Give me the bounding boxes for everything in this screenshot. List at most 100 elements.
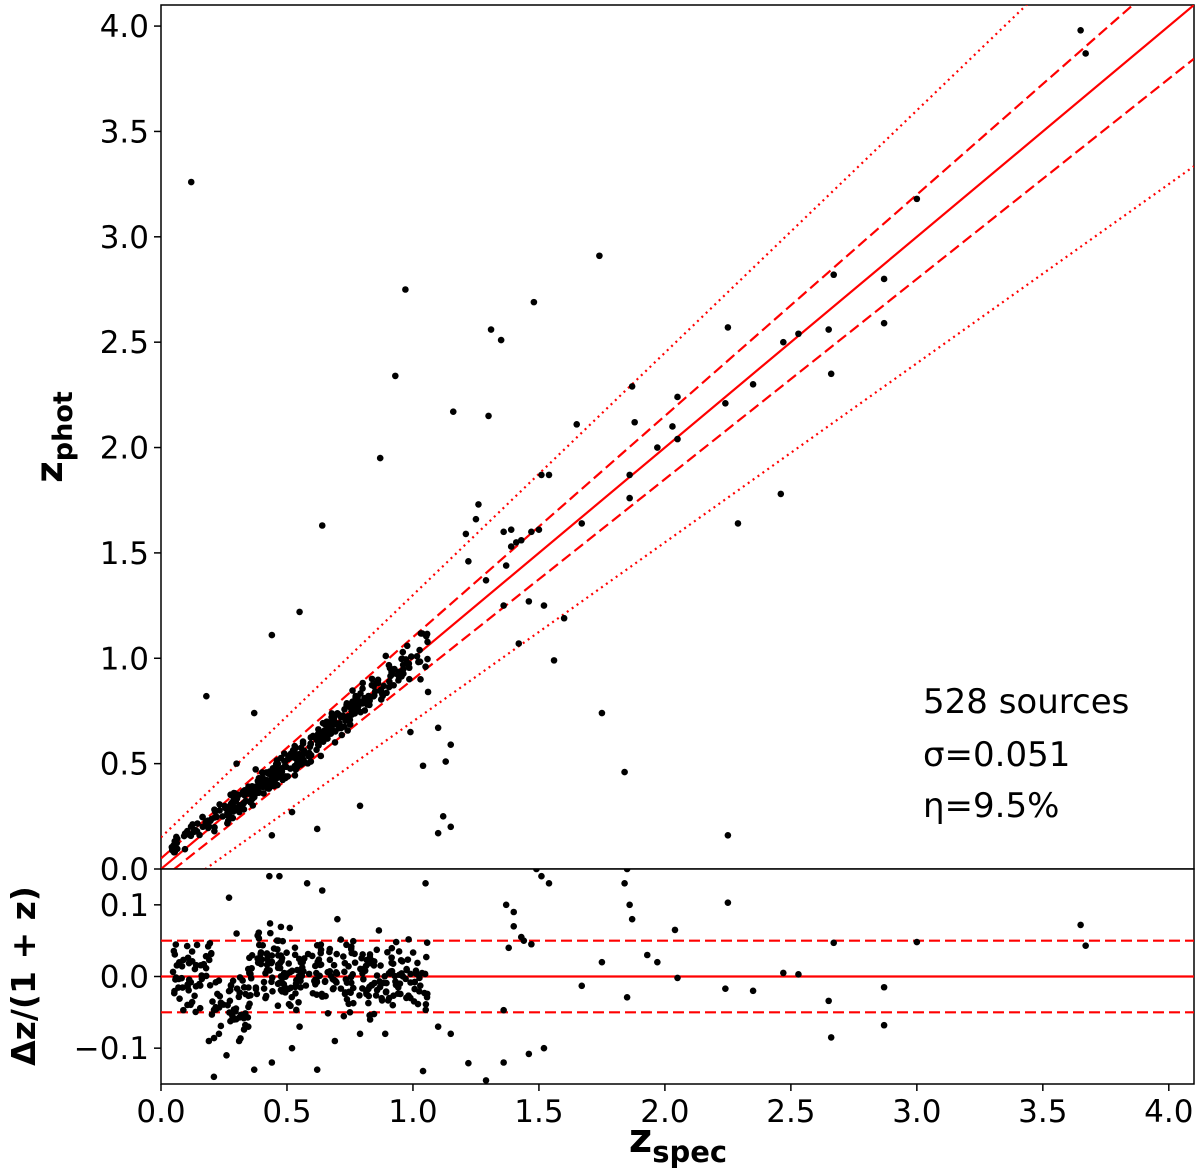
residual-point <box>1082 942 1089 949</box>
residual-point <box>288 967 296 975</box>
data-point <box>416 646 423 654</box>
data-point <box>173 833 180 841</box>
data-point <box>578 520 586 527</box>
data-point <box>366 701 373 709</box>
x-tick-label: 1.0 <box>388 1094 437 1130</box>
data-point <box>203 692 210 700</box>
data-point <box>323 718 331 725</box>
data-point <box>247 789 255 797</box>
data-point <box>315 742 322 749</box>
residual-point <box>169 968 177 976</box>
residual-point <box>225 894 233 901</box>
residual-point <box>223 1052 230 1059</box>
residual-point <box>247 991 254 999</box>
residual-point <box>415 987 423 995</box>
x-axis-label: zspec <box>629 1116 727 1169</box>
residual-point <box>248 952 256 959</box>
residual-point <box>298 964 306 971</box>
residual-point <box>295 998 302 1006</box>
data-point <box>269 768 277 775</box>
residual-point <box>623 869 631 873</box>
residual-point <box>240 984 248 991</box>
residual-point <box>263 950 271 957</box>
residual-point <box>209 998 216 1005</box>
main-line-dashed-upper <box>161 5 1135 860</box>
residual-point <box>274 1002 282 1010</box>
data-point <box>880 275 888 283</box>
data-point <box>406 675 413 683</box>
data-point <box>465 558 472 565</box>
residual-point <box>173 962 181 969</box>
residual-y-tick-label: 0.0 <box>100 960 149 996</box>
residual-point <box>179 984 186 991</box>
data-point <box>241 791 248 799</box>
residual-point <box>365 999 372 1007</box>
residual-point <box>215 1030 223 1038</box>
data-point <box>368 675 376 683</box>
residual-point <box>422 880 429 887</box>
residual-point <box>388 944 396 952</box>
data-point <box>324 735 331 742</box>
data-point <box>252 766 259 773</box>
residual-point <box>387 968 395 975</box>
data-point <box>749 381 757 388</box>
data-point <box>447 741 455 748</box>
data-point <box>211 824 218 831</box>
data-point <box>654 444 661 451</box>
residual-data-points <box>169 869 1089 1084</box>
residual-point <box>351 950 358 958</box>
residual-point <box>405 992 412 1000</box>
main-line-dotted-lower <box>203 165 1194 869</box>
residual-point <box>674 974 681 982</box>
data-point <box>447 823 455 831</box>
residual-point <box>185 959 193 967</box>
residual-point <box>277 923 285 931</box>
residual-point <box>286 924 294 932</box>
residual-point <box>332 977 339 985</box>
residual-point <box>326 956 334 964</box>
residual-point <box>482 1077 490 1084</box>
residual-point <box>197 961 205 969</box>
residual-point <box>188 948 196 955</box>
residual-point <box>377 962 384 969</box>
data-point <box>525 598 533 605</box>
data-point <box>382 652 390 660</box>
residual-point <box>305 970 313 978</box>
residual-point <box>337 985 345 992</box>
residual-point <box>545 880 553 887</box>
residual-point <box>250 1066 258 1073</box>
residual-point <box>412 967 420 975</box>
residual-point <box>340 953 347 960</box>
residual-point <box>409 949 417 956</box>
data-point <box>170 841 177 849</box>
data-point <box>307 751 315 759</box>
residual-point <box>671 926 679 934</box>
residual-point <box>183 942 191 950</box>
data-point <box>211 806 218 813</box>
residual-point <box>270 945 278 952</box>
data-point <box>780 338 787 346</box>
residual-point <box>210 1073 218 1081</box>
residual-point <box>525 1050 533 1058</box>
data-point <box>485 412 492 420</box>
residual-point <box>414 1000 422 1008</box>
data-point <box>913 195 921 203</box>
residual-point <box>421 970 429 978</box>
data-point <box>199 813 206 821</box>
data-point <box>528 528 535 536</box>
residual-point <box>528 940 535 948</box>
residual-point <box>376 978 383 985</box>
residual-point <box>376 983 384 991</box>
data-point <box>255 789 262 797</box>
residual-point <box>255 934 263 942</box>
residual-point <box>392 938 400 946</box>
residual-point <box>384 948 391 956</box>
residual-point <box>368 981 375 989</box>
y-axis-label-residual: Δz/(1 + z) <box>4 886 43 1066</box>
residual-point <box>255 941 263 949</box>
residual-point <box>722 985 729 992</box>
data-point <box>274 760 282 768</box>
data-point <box>722 399 729 407</box>
annotation-eta: η=9.5% <box>923 786 1059 826</box>
